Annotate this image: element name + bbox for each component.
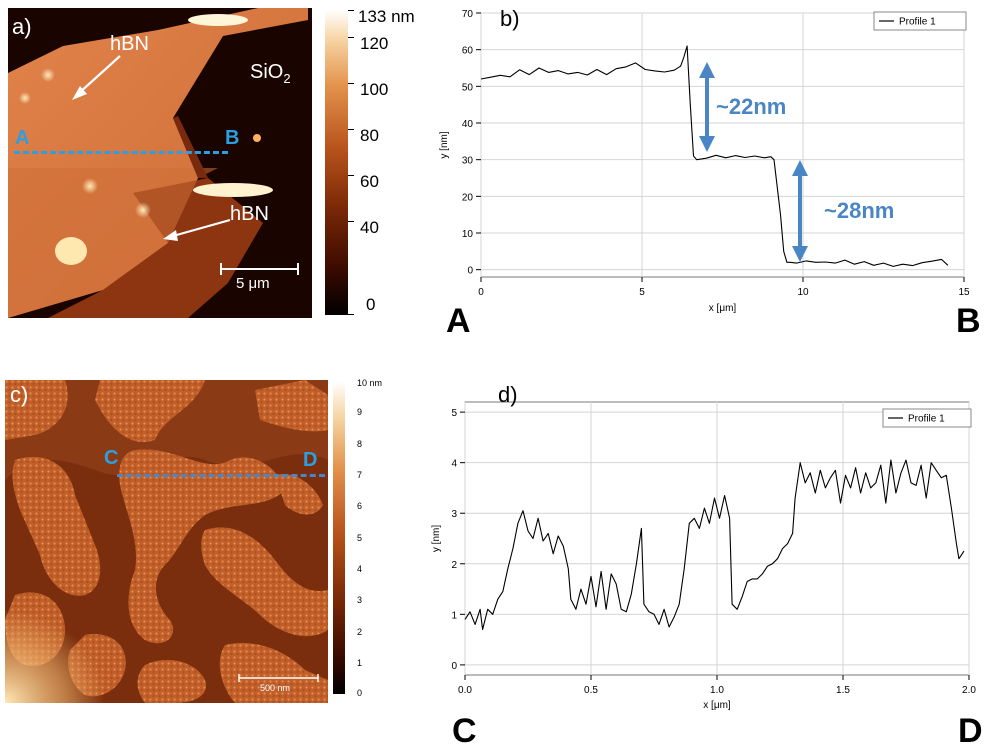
x-tick-label: 0.0 [458,685,472,696]
hbn-label-top: hBN [110,33,149,55]
marker-c: C [104,447,119,469]
y-tick-label: 70 [462,9,474,20]
series-line [464,459,965,631]
x-tick-label: 5 [639,287,645,298]
annotation-arrows-a [72,55,299,275]
scalebar-a-label: 5 μm [236,275,270,292]
y-tick-label: 50 [462,82,474,93]
colorbar-a-tick: 60 [360,172,379,191]
colorbar-a-tick: 120 [360,34,389,53]
y-axis-label: y [nm] [431,525,442,552]
colorbar-c-tick: 3 [357,595,363,605]
series-line [480,45,949,267]
colorbar-a-tick: 133 nm [358,7,415,26]
colorbar-a-tick: 40 [360,218,379,237]
sio2-label: SiO2 [250,62,291,85]
panel-a-label: a) [12,14,32,39]
sio2-subscript: 2 [283,71,291,86]
y-tick-label: 1 [451,610,457,621]
endpoint-c: C [452,712,477,750]
colorbar-c-tick: 10 nm [357,378,383,388]
afm-image-c [5,380,328,703]
legend-label: Profile 1 [908,414,945,425]
y-tick-label: 60 [462,46,474,57]
marker-d: D [303,449,318,471]
chart-d: 0.0 0.5 1.0 1.5 2.0 0 1 2 3 4 5 x [μm] y [nm] Profile… [431,401,976,711]
colorbar-c-tick: 4 [357,564,363,574]
x-tick-label: 15 [958,287,970,298]
colorbar-c-tick: 8 [357,439,363,449]
hbn-top-arrowhead [72,86,87,100]
x-tick-label: 0 [478,287,484,298]
colorbar-a-ticks [348,10,354,315]
colorbar-a [325,10,348,315]
colorbar-c-tick: 5 [357,533,363,543]
x-axis-label: x [μm] [709,303,737,314]
hbn-label-bottom: hBN [230,203,269,225]
endpoint-d: D [958,712,983,750]
colorbar-c-tick: 9 [357,407,363,417]
colorbar-c-tick: 7 [357,470,363,480]
afm-image-a [8,8,312,318]
colorbar-a-tick: 0 [366,295,376,314]
panel-b-label: b) [500,6,520,31]
y-tick-label: 3 [451,509,457,520]
x-tick-label: 0.5 [584,685,598,696]
y-tick-label: 2 [451,560,457,571]
marker-a: A [15,127,30,149]
annotation-28nm: ~28nm [824,198,895,223]
profile-line-cd [117,474,325,477]
annotation-arrows-b [699,62,808,262]
legend-box [873,11,967,31]
scalebar-c [238,674,319,682]
marker-b: B [225,127,240,149]
legend-label: Profile 1 [899,17,936,28]
colorbar-c-tick: 2 [357,627,363,637]
panel-d-label: d) [498,382,518,407]
colorbar-c-tick: 1 [357,658,363,668]
legend-box [882,408,972,428]
x-axis-label: x [μm] [703,700,731,711]
x-tick-label: 2.0 [962,685,976,696]
x-tick-label: 1.0 [710,685,724,696]
colorbar-c [333,381,345,694]
profile-line-ab [14,151,228,154]
y-tick-label: 40 [462,119,474,130]
y-axis-label: y [nm] [439,131,450,158]
chart-b: 0 5 10 15 0 10 20 30 40 50 60 70 x [μm] y [nm] Profile… [439,9,970,314]
colorbar-c-tick: 6 [357,501,363,511]
y-tick-label: 10 [462,229,474,240]
panel-c-label: c) [10,382,29,407]
sio2-text: SiO [250,61,284,83]
annotation-22nm: ~22nm [716,94,787,119]
x-tick-label: 10 [797,287,809,298]
endpoint-a: A [446,302,471,340]
colorbar-c-tick: 0 [357,688,363,698]
y-tick-label: 0 [451,661,457,672]
hbn-bottom-arrow [172,218,231,238]
y-tick-label: 30 [462,156,474,167]
hbn-top-arrow [77,55,121,95]
x-tick-label: 1.5 [836,685,850,696]
scalebar-c-label: 500 nm [260,683,291,693]
y-tick-label: 5 [451,408,457,419]
colorbar-a-tick: 100 [360,80,389,99]
y-tick-label: 4 [451,459,457,470]
y-tick-label: 20 [462,192,474,203]
y-tick-label: 0 [467,266,473,277]
hbn-bottom-arrowhead [163,230,178,241]
colorbar-a-tick: 80 [360,126,379,145]
endpoint-b: B [956,302,981,340]
